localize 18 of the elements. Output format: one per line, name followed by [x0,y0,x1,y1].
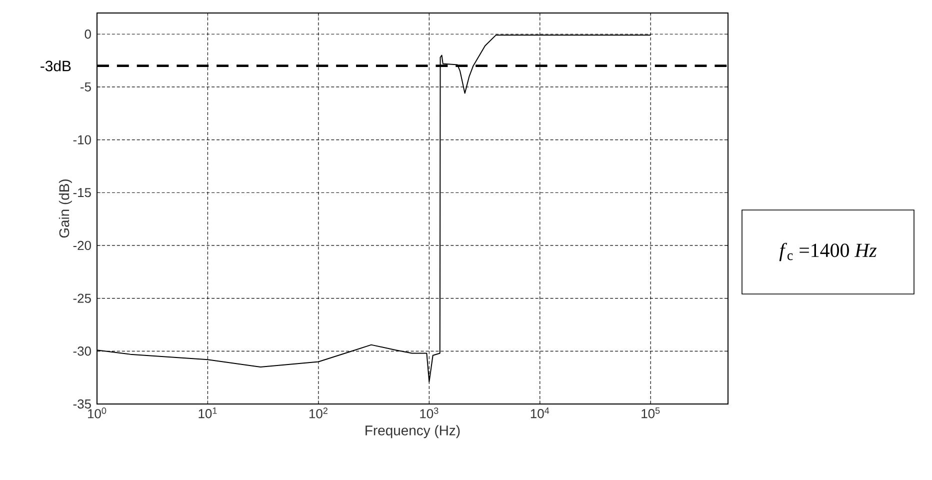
y-tick-label: -5 [80,82,91,92]
x-tick-label: 10$^{3}$ [420,408,438,418]
ref-line-label: -3dB [40,60,71,72]
y-tick-label: -35 [73,399,91,409]
x-tick-label: 10$^{1}$ [198,408,217,418]
y-tick-label: -30 [73,346,91,356]
text: f$_{c}$ =1400 Hz [779,242,877,262]
x-tick-label: 10$^{4}$ [530,408,550,418]
x-tick-label: 10$^{2}$ [309,408,328,418]
y-tick-label: -15 [73,188,91,198]
x-tick-label: 10$^{0}$ [88,408,106,418]
x-tick-label: 10$^{5}$ [642,408,660,418]
y-tick-label: -20 [73,240,91,250]
y-tick-label: 0 [84,30,91,39]
y-tick-label: -10 [73,135,91,144]
y-tick-label: -25 [73,294,91,303]
x-axis-title: Frequency (Hz) [366,425,460,438]
y-axis-title: Gain (dB) [58,180,72,238]
